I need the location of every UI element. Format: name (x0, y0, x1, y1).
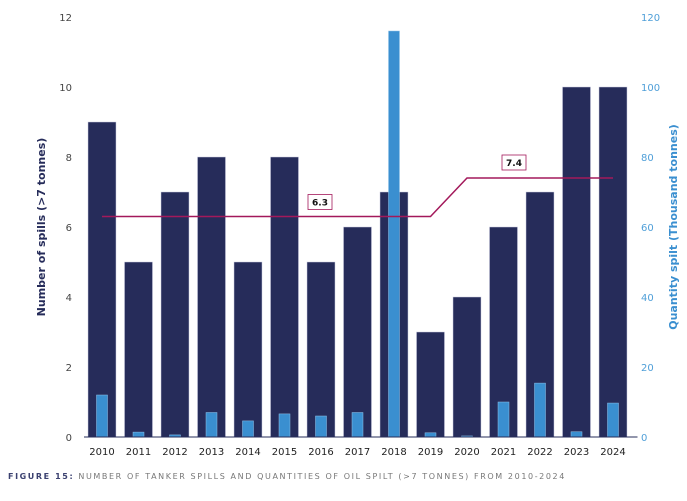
quantity-bar (278, 413, 291, 438)
average-line (102, 177, 613, 218)
spill-count-bars (87, 86, 628, 438)
quantity-bar (388, 30, 400, 438)
spill-count-bar (416, 331, 445, 438)
x-tick: 2020 (454, 447, 479, 458)
quantity-bar (242, 420, 254, 438)
quantity-bar (570, 431, 583, 438)
y-tick-left: 8 (66, 153, 72, 164)
y-axis-left-label: Number of spills (>7 tonnes) (35, 138, 48, 317)
y-tick-left: 6 (66, 223, 72, 234)
spill-count-bar (562, 86, 591, 438)
x-tick: 2021 (491, 447, 516, 458)
left-axis-ticks: 0 2 4 6 8 10 12 (59, 13, 72, 444)
spill-count-bar (197, 156, 226, 438)
y-tick-left: 0 (66, 433, 72, 444)
quantity-bar (132, 431, 145, 438)
spill-count-bar (270, 156, 299, 438)
x-tick: 2014 (235, 447, 260, 458)
y-tick-right: 80 (641, 153, 654, 164)
quantity-bar (315, 415, 327, 438)
average-lines: 6.3 7.4 (102, 154, 613, 218)
quantity-bar (534, 382, 546, 438)
x-tick: 2023 (564, 447, 589, 458)
x-tick: 2019 (418, 447, 443, 458)
quantity-bar (96, 394, 108, 438)
x-tick: 2018 (381, 447, 406, 458)
y-tick-left: 4 (66, 293, 72, 304)
x-tick: 2022 (527, 447, 552, 458)
x-tick: 2017 (345, 447, 370, 458)
spill-count-bar (598, 86, 628, 438)
spill-count-bar (452, 296, 482, 438)
spill-count-bar (306, 261, 336, 438)
y-tick-right: 40 (641, 293, 654, 304)
y-tick-left: 2 (66, 363, 72, 374)
y-tick-right: 100 (641, 83, 660, 94)
quantity-bar (351, 412, 364, 438)
spill-count-bar (343, 226, 372, 438)
spill-count-bar (233, 261, 263, 438)
spill-count-bar (160, 191, 190, 438)
quantity-bar (497, 401, 510, 438)
x-tick: 2012 (162, 447, 187, 458)
quantity-bar (607, 402, 619, 438)
average-label: 7.4 (506, 159, 522, 169)
x-tick: 2016 (308, 447, 333, 458)
x-tick: 2015 (272, 447, 297, 458)
figure-caption: FIGURE 15: NUMBER OF TANKER SPILLS AND Q… (8, 472, 566, 481)
x-tick: 2024 (600, 447, 625, 458)
right-axis-ticks: 0 20 40 60 80 100 120 (641, 13, 660, 444)
x-tick: 2011 (126, 447, 151, 458)
y-tick-right: 60 (641, 223, 654, 234)
average-label-box (501, 154, 527, 171)
y-axis-right-label: Quantity spilt (Thousand tonnes) (667, 124, 680, 330)
quantity-bar (205, 412, 218, 438)
average-label: 6.3 (312, 199, 328, 209)
y-tick-left: 12 (59, 13, 72, 24)
y-tick-right: 0 (641, 433, 647, 444)
figure-caption-prefix: FIGURE 15: (8, 472, 75, 481)
y-tick-left: 10 (59, 83, 72, 94)
x-tick: 2010 (89, 447, 114, 458)
spill-count-bar (525, 191, 555, 438)
spill-count-bar (87, 121, 117, 438)
figure-caption-text: NUMBER OF TANKER SPILLS AND QUANTITIES O… (74, 472, 566, 481)
quantity-bar (424, 432, 437, 438)
x-tick: 2013 (199, 447, 224, 458)
average-label-box (307, 194, 333, 210)
x-axis-ticks: 2010 2011 2012 2013 2014 2015 2016 2017 2018 2019… (89, 447, 625, 458)
spill-count-bar (124, 261, 153, 438)
y-tick-right: 120 (641, 13, 660, 24)
y-tick-right: 20 (641, 363, 654, 374)
